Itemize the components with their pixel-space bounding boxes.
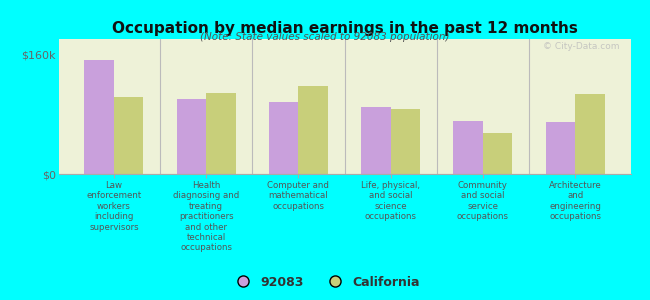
Bar xyxy=(114,97,144,174)
Bar xyxy=(269,102,298,174)
Bar xyxy=(361,107,391,174)
Bar xyxy=(177,99,206,174)
Bar xyxy=(391,109,420,174)
Text: © City-Data.com: © City-Data.com xyxy=(543,42,619,51)
Bar xyxy=(84,60,114,174)
Bar xyxy=(545,122,575,174)
Legend: 92083, California: 92083, California xyxy=(225,271,425,294)
Bar xyxy=(298,85,328,174)
Bar xyxy=(483,133,512,174)
Bar xyxy=(206,93,236,174)
Bar xyxy=(453,121,483,174)
Title: Occupation by median earnings in the past 12 months: Occupation by median earnings in the pas… xyxy=(112,21,577,36)
Text: (Note: State values scaled to 92083 population): (Note: State values scaled to 92083 popu… xyxy=(200,32,450,41)
Bar xyxy=(575,94,604,174)
